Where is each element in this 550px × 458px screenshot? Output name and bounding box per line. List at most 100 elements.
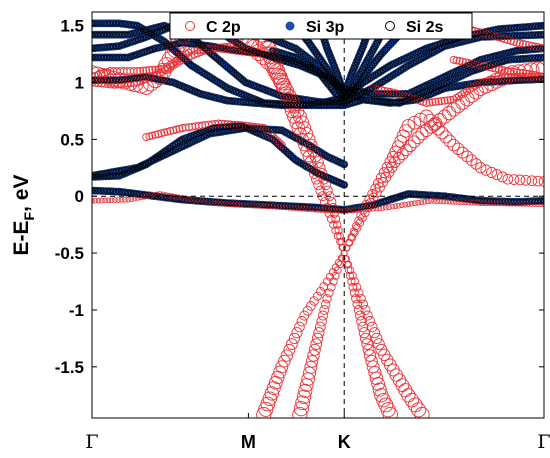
c2p-marker (322, 185, 333, 196)
c2p-marker (334, 226, 343, 235)
si2s-marker (110, 188, 117, 195)
c2p-marker (264, 386, 279, 401)
c2p-marker (348, 271, 357, 280)
si2s-marker (107, 173, 114, 180)
c2p-marker (319, 197, 330, 207)
c2p-marker (439, 130, 453, 144)
c2p-marker (333, 220, 342, 229)
c2p-marker (418, 199, 425, 206)
c2p-marker (304, 360, 318, 374)
c2p-marker (302, 150, 315, 163)
c2p-marker (371, 377, 385, 391)
si2s-marker (417, 191, 424, 198)
si2s-marker (353, 204, 360, 211)
si2s-marker (532, 198, 538, 205)
c2p-marker (515, 39, 524, 48)
c2p-marker (310, 338, 323, 350)
si2s-marker (453, 194, 460, 201)
c2p-marker (488, 64, 497, 72)
si2s-marker (507, 198, 514, 205)
c2p-marker (392, 152, 405, 165)
c2p-marker (377, 86, 386, 95)
c2p-marker (169, 126, 178, 135)
c2p-marker (526, 175, 538, 187)
y-tick-label: -0.5 (55, 244, 84, 263)
c2p-marker (217, 119, 226, 128)
c2p-marker (273, 74, 290, 91)
c2p-marker (166, 127, 175, 135)
si2s-marker (492, 198, 499, 205)
si2s-marker (251, 201, 258, 208)
si2s-marker (423, 192, 430, 199)
c2p-marker (443, 96, 452, 105)
c2p-marker (211, 119, 220, 128)
si2s-marker (513, 198, 520, 205)
y-tick-label: -1.5 (55, 358, 84, 377)
c2p-marker (500, 73, 509, 82)
c2p-marker (431, 198, 437, 204)
si2s-marker (272, 138, 279, 145)
c2p-marker (497, 65, 506, 74)
si2s-marker (468, 196, 475, 203)
c2p-marker (422, 99, 431, 107)
c2p-marker (331, 207, 338, 214)
c2p-marker (115, 197, 122, 203)
c2p-marker (435, 126, 449, 140)
si2s-marker (95, 187, 101, 194)
si2s-marker (140, 191, 147, 198)
si2s-marker (182, 135, 189, 142)
c2p-marker (309, 296, 319, 306)
c2p-marker (464, 58, 473, 67)
c2p-marker (235, 121, 244, 130)
c2p-marker (347, 277, 356, 286)
si2s-marker (299, 203, 306, 210)
c2p-marker (120, 79, 129, 88)
c2p-marker (299, 310, 310, 321)
si2s-marker (257, 201, 264, 208)
si2s-marker (143, 192, 150, 199)
si2s-marker (359, 203, 366, 210)
c2p-marker (535, 60, 544, 78)
c2p-marker (386, 204, 392, 210)
c2p-marker (314, 321, 326, 333)
si2s-marker (107, 169, 114, 176)
c2p-marker (122, 196, 128, 203)
c2p-marker (316, 316, 327, 327)
c2p-marker (407, 135, 421, 149)
si2s-marker (188, 197, 195, 204)
si2s-marker (320, 205, 327, 212)
y-tick-label: 1.5 (60, 17, 84, 36)
c2p-marker (117, 80, 126, 89)
c2p-marker (110, 80, 119, 89)
si2s-marker (465, 196, 472, 203)
si2s-marker (483, 198, 490, 204)
si2s-marker (284, 203, 291, 210)
legend-label: C 2p (206, 19, 241, 36)
si2s-marker (335, 206, 342, 213)
si2s-marker (137, 191, 144, 198)
c2p-marker (358, 327, 370, 339)
c2p-marker (295, 395, 310, 411)
c2p-marker (491, 64, 500, 73)
c2p-marker (107, 80, 116, 89)
c2p-marker (360, 305, 371, 315)
si2s-marker (239, 200, 246, 207)
si2s-marker (525, 198, 532, 205)
c2p-marker (95, 197, 102, 204)
c2p-marker (421, 198, 428, 205)
c2p-marker (331, 214, 341, 224)
si2s-marker (377, 199, 384, 206)
si2s-marker (338, 206, 345, 213)
si2s-marker (399, 192, 406, 199)
c2p-marker (352, 282, 362, 292)
y-tick-label: 1 (75, 74, 84, 93)
c2p-marker (154, 130, 163, 139)
si2s-marker (323, 205, 330, 212)
si2s-marker (414, 191, 421, 198)
c2p-marker (331, 226, 340, 235)
kpoint-label-gamma: Γ (85, 431, 98, 453)
si2s-marker (132, 165, 139, 172)
c2p-marker (102, 197, 108, 204)
c2p-marker (292, 406, 308, 418)
c2p-marker (136, 66, 145, 75)
